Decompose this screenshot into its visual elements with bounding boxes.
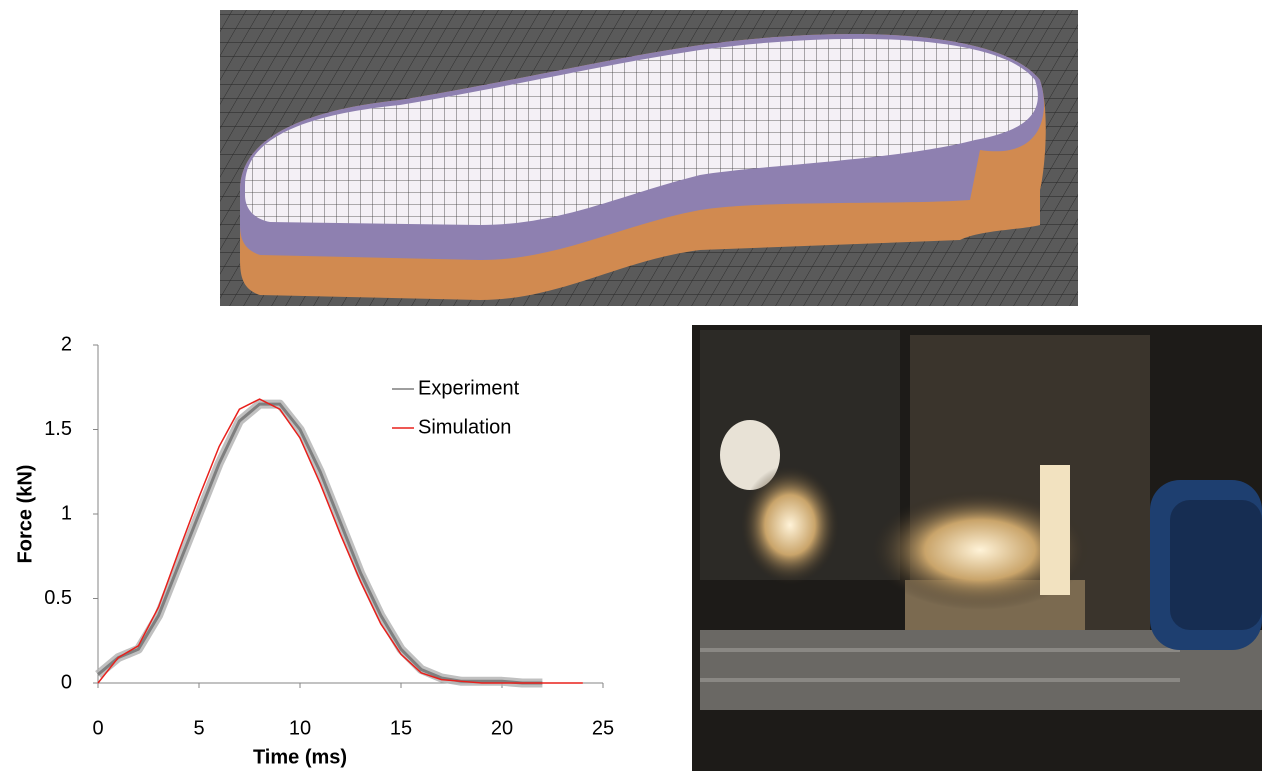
series-line — [98, 404, 542, 683]
x-tick-label: 5 — [193, 717, 204, 739]
page: {"chart_data": {"type": "line", "x": [0,… — [0, 0, 1262, 771]
x-tick-label: 25 — [592, 717, 614, 739]
photo — [692, 325, 1262, 771]
x-tick-label: 0 — [92, 717, 103, 739]
x-tick-label: 10 — [289, 717, 311, 739]
series-band — [98, 404, 542, 683]
x-tick-label: 20 — [491, 717, 513, 739]
figure: Time (ms) Force (kN) 00.511.520510152025… — [0, 0, 1262, 771]
legend-label: Experiment — [418, 377, 520, 399]
y-tick-label: 2 — [61, 333, 72, 355]
y-tick-label: 0.5 — [44, 587, 72, 609]
series-line — [98, 399, 583, 683]
y-tick-label: 0 — [61, 671, 72, 693]
legend-label: Simulation — [418, 416, 511, 438]
y-axis-label: Force (kN) — [14, 465, 36, 564]
y-tick-label: 1.5 — [44, 418, 72, 440]
mesh-image — [220, 10, 1078, 306]
x-tick-label: 15 — [390, 717, 412, 739]
x-axis-label: Time (ms) — [253, 746, 347, 768]
y-tick-label: 1 — [61, 502, 72, 524]
